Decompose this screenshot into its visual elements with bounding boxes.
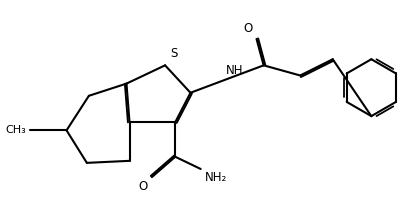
Text: S: S — [170, 47, 177, 60]
Text: NH₂: NH₂ — [204, 171, 226, 184]
Text: O: O — [242, 22, 252, 35]
Text: CH₃: CH₃ — [5, 125, 26, 135]
Text: O: O — [138, 180, 147, 193]
Text: NH: NH — [225, 64, 243, 76]
